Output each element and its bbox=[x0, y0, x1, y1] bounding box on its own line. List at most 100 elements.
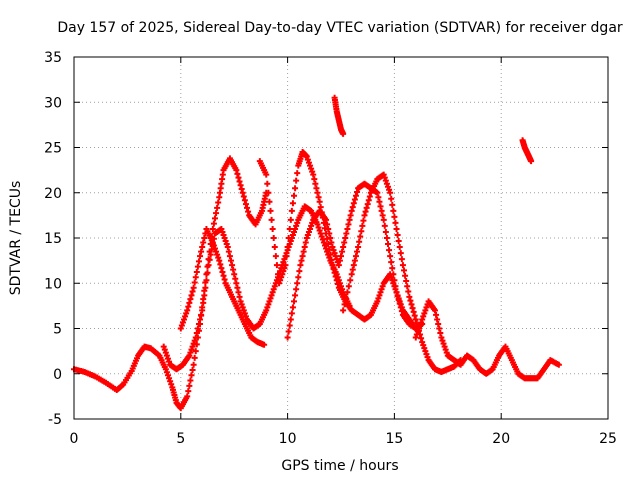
data-point bbox=[316, 198, 323, 205]
data-point bbox=[191, 337, 198, 344]
data-point bbox=[414, 328, 421, 335]
data-point bbox=[221, 235, 228, 241]
x-axis-ticks: 0 5 10 15 20 25 bbox=[70, 57, 617, 447]
data-point bbox=[198, 311, 205, 318]
data-point bbox=[271, 283, 278, 290]
data-point bbox=[391, 277, 398, 284]
data-point bbox=[294, 170, 301, 177]
data-point bbox=[436, 325, 443, 332]
data-point bbox=[241, 197, 248, 204]
data-point bbox=[300, 248, 307, 255]
data-point bbox=[388, 274, 395, 281]
data-point bbox=[303, 235, 310, 241]
data-point bbox=[161, 346, 168, 353]
data-point bbox=[321, 242, 328, 249]
data-point bbox=[298, 257, 305, 264]
data-point bbox=[215, 199, 222, 206]
data-point bbox=[383, 235, 390, 241]
data-point bbox=[211, 245, 218, 252]
data-point bbox=[348, 271, 355, 278]
data-point bbox=[340, 307, 347, 314]
data-point bbox=[218, 225, 225, 232]
data-point bbox=[304, 231, 311, 238]
data-point bbox=[330, 265, 337, 272]
data-point bbox=[238, 301, 245, 308]
data-point bbox=[379, 212, 386, 219]
data-point bbox=[310, 171, 317, 178]
data-point bbox=[185, 388, 192, 395]
data-point bbox=[345, 221, 352, 228]
data-point bbox=[288, 207, 295, 214]
data-point bbox=[187, 296, 194, 303]
data-point bbox=[294, 219, 301, 226]
series-trace-i bbox=[519, 137, 535, 165]
data-point bbox=[325, 241, 332, 248]
data-point bbox=[281, 265, 288, 272]
data-point bbox=[219, 268, 226, 275]
y-tick-label: 30 bbox=[44, 95, 62, 111]
data-point bbox=[323, 216, 330, 223]
series-trace-a bbox=[71, 155, 270, 412]
data-point bbox=[411, 312, 418, 319]
data-point bbox=[419, 339, 426, 346]
data-point bbox=[342, 295, 349, 302]
data-point bbox=[366, 193, 373, 200]
data-point bbox=[356, 238, 363, 245]
data-point bbox=[233, 280, 240, 287]
data-point bbox=[398, 256, 405, 263]
data-point bbox=[270, 235, 277, 241]
data-point bbox=[280, 268, 287, 275]
data-point bbox=[304, 156, 311, 163]
data-point bbox=[424, 354, 431, 361]
series-trace-h bbox=[331, 94, 347, 137]
data-point bbox=[434, 316, 441, 323]
data-point bbox=[327, 235, 334, 241]
data-point bbox=[292, 185, 299, 192]
data-point bbox=[201, 292, 208, 299]
data-point bbox=[283, 253, 290, 260]
data-point bbox=[240, 307, 247, 314]
data-point bbox=[422, 348, 429, 355]
data-point bbox=[272, 253, 279, 260]
data-point bbox=[239, 189, 246, 196]
data-point bbox=[384, 241, 391, 248]
data-point bbox=[293, 177, 300, 184]
data-point bbox=[346, 216, 353, 223]
data-point bbox=[164, 355, 171, 362]
data-point bbox=[190, 284, 197, 291]
data-point bbox=[192, 348, 199, 355]
data-point bbox=[187, 377, 194, 384]
data-point bbox=[209, 239, 216, 246]
data-point bbox=[419, 316, 426, 323]
data-point bbox=[395, 238, 402, 245]
data-point bbox=[213, 210, 220, 217]
data-point bbox=[289, 231, 296, 238]
data-point bbox=[338, 253, 344, 260]
x-tick-label: 5 bbox=[176, 431, 185, 447]
data-point bbox=[282, 262, 289, 269]
data-point bbox=[340, 244, 347, 251]
data-point bbox=[397, 304, 404, 311]
data-point bbox=[211, 215, 218, 222]
data-point bbox=[200, 299, 207, 306]
data-point bbox=[413, 331, 420, 338]
data-point bbox=[318, 233, 325, 240]
y-tick-label: 15 bbox=[44, 231, 62, 247]
data-point bbox=[234, 170, 241, 177]
data-point bbox=[287, 238, 294, 245]
data-point bbox=[186, 299, 193, 306]
data-point bbox=[417, 322, 424, 329]
data-point bbox=[316, 227, 323, 234]
data-point bbox=[365, 197, 372, 204]
data-point bbox=[340, 130, 347, 137]
y-axis-ticks: -5 0 5 10 15 20 25 30 35 bbox=[44, 50, 608, 428]
data-point bbox=[376, 292, 383, 299]
data-point bbox=[269, 225, 276, 232]
data-point bbox=[351, 196, 358, 203]
data-point bbox=[437, 330, 444, 337]
data-point bbox=[210, 242, 217, 249]
data-point bbox=[210, 220, 217, 227]
data-point bbox=[315, 194, 322, 201]
data-point bbox=[418, 335, 425, 342]
data-point bbox=[193, 268, 200, 275]
